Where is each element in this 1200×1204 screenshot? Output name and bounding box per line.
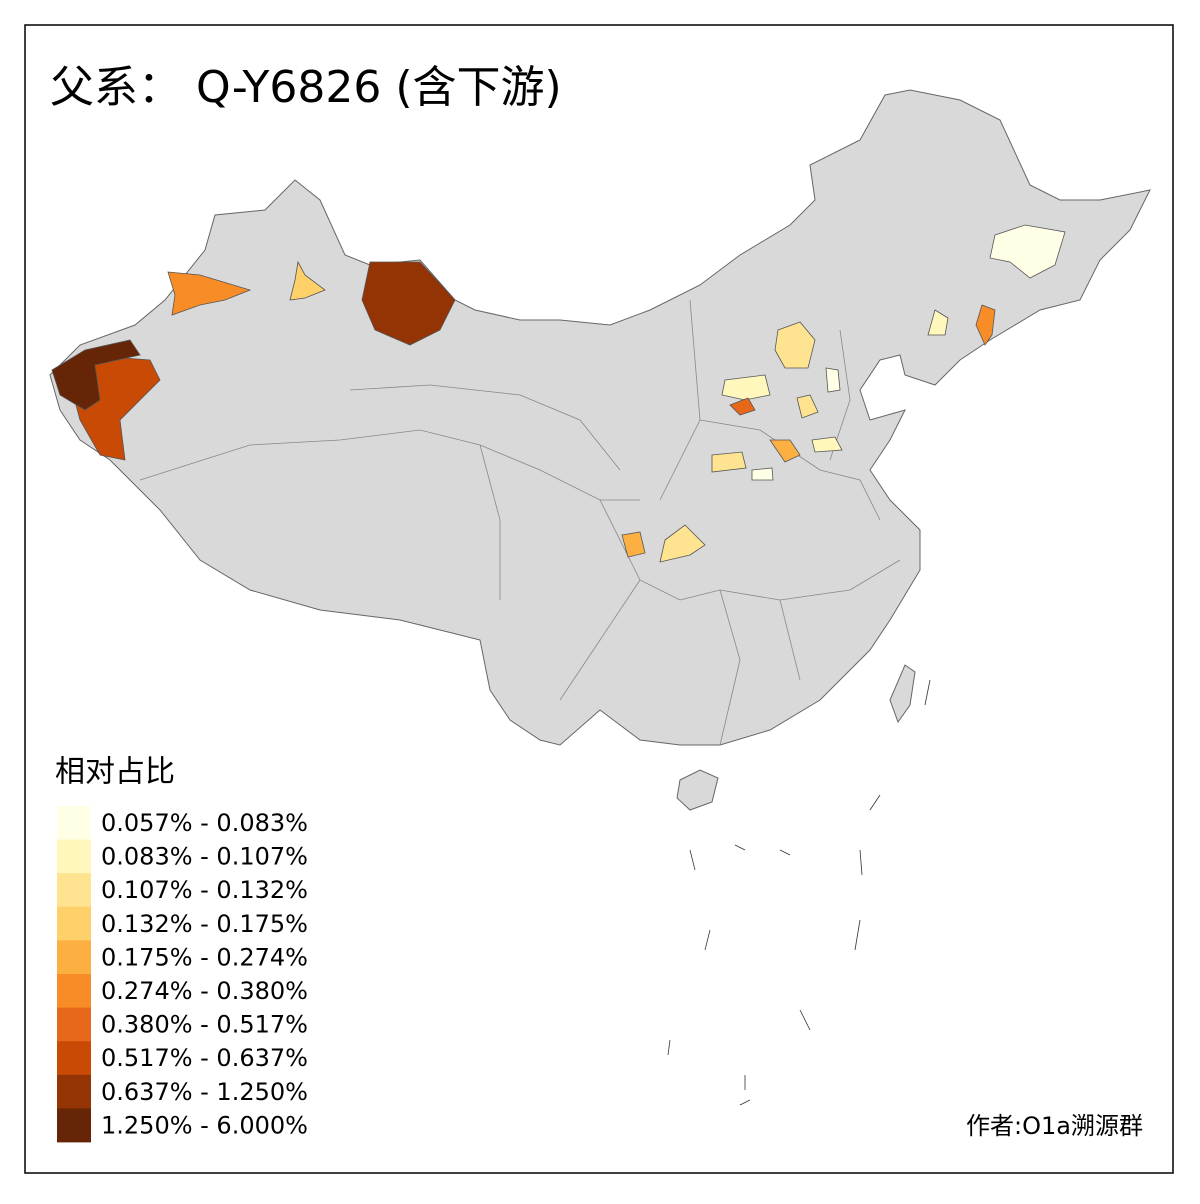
legend-swatch [57,940,91,975]
region [361,261,456,346]
highlighted-regions [51,224,1066,563]
legend-label: 0.274% - 0.380% [101,977,308,1005]
author-credit: 作者:O1a溯源群 [966,1112,1143,1140]
legend-swatch [57,806,91,840]
legend: 0.057% - 0.083% 0.083% - 0.107% 0.107% - 0… [57,806,308,1143]
region [989,224,1066,279]
legend-swatch [57,1041,91,1076]
legend-label: 0.380% - 0.517% [101,1011,308,1039]
legend-label: 0.175% - 0.274% [101,943,308,971]
legend-swatch [57,839,91,874]
region [751,467,774,481]
legend-swatch [57,873,91,908]
map [49,89,1151,1106]
legend-label: 0.517% - 0.637% [101,1044,308,1072]
region [729,397,756,416]
region [51,339,141,411]
islands [667,679,931,1106]
region [769,439,801,463]
legend-swatch [57,1074,91,1109]
taiwan [889,664,916,724]
legend-label: 1.250% - 6.000% [101,1111,308,1139]
region [811,436,843,453]
legend-title: 相对占比 [55,755,175,790]
region [927,309,949,336]
region [721,374,771,401]
hainan [676,769,719,811]
legend-label: 0.637% - 1.250% [101,1078,308,1106]
country-outline [49,89,1151,746]
region [659,524,706,563]
region [796,394,819,419]
region [167,271,252,316]
legend-swatch [57,974,91,1008]
legend-label: 0.107% - 0.132% [101,876,308,904]
province-borders [139,299,901,746]
legend-label: 0.083% - 0.107% [101,843,308,871]
legend-swatch [57,1007,91,1042]
region [975,304,996,346]
region [621,531,646,558]
region [825,367,841,393]
region [711,451,747,473]
legend-swatch [57,1108,91,1143]
title: 父系： Q-Y6826 (含下游) [50,62,562,113]
region [774,321,816,369]
region [289,260,326,301]
legend-swatch [57,906,91,941]
legend-label: 0.132% - 0.175% [101,910,308,938]
legend-label: 0.057% - 0.083% [101,809,308,837]
